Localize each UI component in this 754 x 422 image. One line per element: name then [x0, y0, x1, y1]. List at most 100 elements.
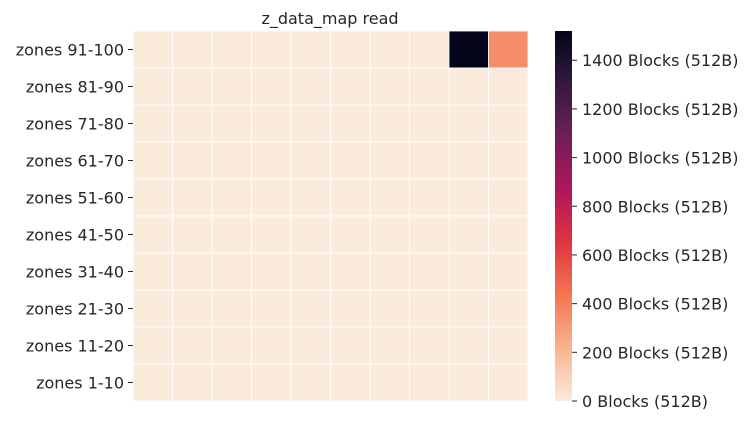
heatmap-cell — [488, 363, 529, 402]
heatmap-cell — [251, 326, 292, 365]
heatmap-cell — [369, 141, 410, 180]
heatmap-cell — [409, 215, 450, 254]
heatmap-cell — [211, 30, 252, 69]
heatmap-cell — [448, 178, 489, 217]
y-tick-label: zones 51-60 — [26, 189, 124, 208]
heatmap-cell — [488, 215, 529, 254]
heatmap-cell — [330, 252, 371, 291]
heatmap-cell — [448, 326, 489, 365]
heatmap-cell — [409, 326, 450, 365]
heatmap-cell — [290, 30, 331, 69]
heatmap-cell — [448, 104, 489, 143]
heatmap-cell — [488, 178, 529, 217]
y-tick-label: zones 81-90 — [26, 78, 124, 97]
heatmap-cell — [369, 215, 410, 254]
heatmap-cell — [488, 326, 529, 365]
heatmap-cell — [448, 67, 489, 106]
heatmap-cell — [409, 141, 450, 180]
heatmap-cell — [409, 178, 450, 217]
y-tick-label: zones 91-100 — [16, 41, 124, 60]
heatmap-cell — [369, 30, 410, 69]
heatmap-cell — [409, 30, 450, 69]
heatmap-cell — [330, 67, 371, 106]
heatmap-cell — [290, 326, 331, 365]
heatmap-cell — [330, 326, 371, 365]
heatmap-cell — [132, 178, 173, 217]
heatmap-cell — [330, 141, 371, 180]
heatmap-cell — [211, 252, 252, 291]
y-tick-label: zones 71-80 — [26, 115, 124, 134]
y-tick-label: zones 1-10 — [36, 374, 124, 393]
heatmap-cell — [251, 215, 292, 254]
heatmap-cell — [290, 104, 331, 143]
heatmap-cell — [172, 104, 213, 143]
heatmap-cell — [172, 289, 213, 328]
heatmap-cell — [369, 326, 410, 365]
heatmap-cell — [172, 67, 213, 106]
colorbar-gradient — [555, 31, 572, 401]
y-tick-label: zones 31-40 — [26, 263, 124, 282]
heatmap-cell — [409, 104, 450, 143]
y-tick-label: zones 11-20 — [26, 337, 124, 356]
y-tick-label: zones 41-50 — [26, 226, 124, 245]
heatmap-cell — [330, 104, 371, 143]
heatmap-cell — [172, 252, 213, 291]
heatmap-cell — [330, 178, 371, 217]
heatmap-cell — [448, 30, 489, 69]
heatmap-cell — [488, 67, 529, 106]
y-tick-label: zones 21-30 — [26, 300, 124, 319]
heatmap-cell — [409, 289, 450, 328]
heatmap-cell — [251, 252, 292, 291]
heatmap-cell — [330, 289, 371, 328]
heatmap-cell — [172, 141, 213, 180]
heatmap-cell — [211, 289, 252, 328]
heatmap-cell — [211, 363, 252, 402]
heatmap-cell — [211, 141, 252, 180]
heatmap-cell — [448, 289, 489, 328]
heatmap-cell — [290, 363, 331, 402]
colorbar-tick-label: 0 Blocks (512B) — [582, 392, 708, 411]
heatmap-cell — [251, 30, 292, 69]
heatmap-cell — [211, 178, 252, 217]
heatmap-cell — [330, 363, 371, 402]
heatmap-cell — [369, 67, 410, 106]
heatmap-cell — [211, 104, 252, 143]
y-axis-ticks: zones 91-100 zones 81-90 zones 71-80 zones … — [16, 41, 133, 393]
heatmap-cell — [211, 67, 252, 106]
chart-title: z_data_map read — [261, 9, 398, 29]
heatmap-cell — [369, 252, 410, 291]
heatmap-cell — [448, 215, 489, 254]
heatmap-cell — [251, 141, 292, 180]
heatmap-cell — [369, 104, 410, 143]
heatmap-cell — [132, 30, 173, 69]
heatmap-cell — [290, 215, 331, 254]
heatmap-cell — [251, 67, 292, 106]
heatmap-cell — [132, 326, 173, 365]
colorbar-tick-label: 1000 Blocks (512B) — [582, 149, 739, 168]
heatmap-cell — [251, 178, 292, 217]
heatmap-cell — [172, 215, 213, 254]
heatmap-cell — [290, 141, 331, 180]
heatmap-cell — [290, 289, 331, 328]
heatmap-cell — [488, 141, 529, 180]
heatmap-cell — [409, 252, 450, 291]
heatmap-cell — [251, 104, 292, 143]
heatmap-cell — [211, 215, 252, 254]
heatmap-cell — [251, 289, 292, 328]
heatmap-grid — [132, 30, 529, 402]
colorbar: 0 Blocks (512B) 200 Blocks (512B) 400 Bloc… — [555, 31, 739, 411]
colorbar-tick-label: 800 Blocks (512B) — [582, 197, 728, 216]
heatmap-cell — [211, 326, 252, 365]
heatmap-cell — [488, 252, 529, 291]
heatmap-cell — [330, 215, 371, 254]
heatmap-cell — [330, 30, 371, 69]
heatmap-cell — [290, 178, 331, 217]
heatmap-cell — [132, 252, 173, 291]
heatmap-cell — [448, 141, 489, 180]
heatmap-cell — [290, 252, 331, 291]
heatmap-cell — [132, 363, 173, 402]
heatmap-cell — [132, 104, 173, 143]
colorbar-tick-label: 1400 Blocks (512B) — [582, 51, 739, 70]
heatmap-cell — [251, 363, 292, 402]
